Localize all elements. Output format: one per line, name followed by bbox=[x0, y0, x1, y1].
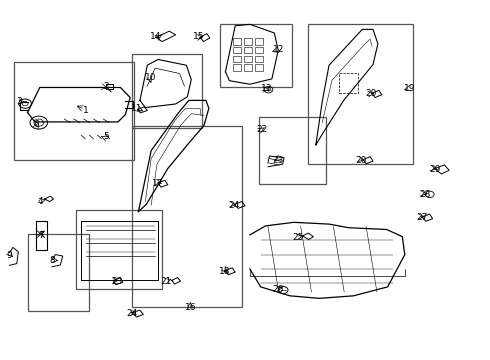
Bar bbox=[255, 64, 263, 71]
Bar bbox=[233, 47, 241, 53]
Text: 12: 12 bbox=[272, 45, 284, 54]
Bar bbox=[76, 211, 162, 289]
Text: 10: 10 bbox=[146, 73, 157, 82]
Text: 23: 23 bbox=[272, 156, 284, 165]
Bar bbox=[244, 39, 252, 45]
Bar bbox=[255, 55, 263, 62]
Text: 8: 8 bbox=[49, 256, 55, 265]
Text: 17: 17 bbox=[152, 179, 164, 188]
Text: 9: 9 bbox=[6, 251, 12, 260]
Text: 18: 18 bbox=[219, 267, 230, 276]
Bar bbox=[14, 62, 134, 160]
Bar bbox=[233, 64, 241, 71]
Text: 23: 23 bbox=[111, 276, 122, 285]
Text: 1: 1 bbox=[83, 105, 89, 114]
Bar bbox=[233, 39, 241, 45]
Text: 7: 7 bbox=[38, 231, 44, 240]
Bar bbox=[244, 55, 252, 62]
Text: 19: 19 bbox=[404, 84, 416, 93]
Text: 28: 28 bbox=[419, 190, 431, 199]
Text: 11: 11 bbox=[131, 104, 142, 113]
Text: 15: 15 bbox=[193, 32, 204, 41]
Bar bbox=[233, 55, 241, 62]
Text: 27: 27 bbox=[416, 213, 428, 222]
Bar bbox=[27, 234, 89, 311]
Text: 14: 14 bbox=[150, 32, 162, 41]
Bar bbox=[259, 117, 326, 184]
Bar bbox=[132, 54, 202, 128]
Text: 24: 24 bbox=[229, 201, 240, 210]
Text: 24: 24 bbox=[126, 309, 137, 318]
Text: 21: 21 bbox=[160, 276, 172, 285]
Text: 26: 26 bbox=[272, 285, 284, 294]
Text: 6: 6 bbox=[33, 120, 39, 129]
Text: 5: 5 bbox=[103, 132, 109, 141]
Bar bbox=[308, 24, 413, 164]
Bar bbox=[255, 47, 263, 53]
Text: 13: 13 bbox=[261, 84, 273, 93]
Text: 22: 22 bbox=[256, 125, 268, 134]
Bar bbox=[220, 24, 292, 87]
Text: 4: 4 bbox=[38, 197, 44, 206]
Text: 25: 25 bbox=[292, 233, 303, 242]
Bar bbox=[339, 73, 358, 93]
Text: 2: 2 bbox=[103, 82, 109, 91]
Bar bbox=[244, 64, 252, 71]
Bar bbox=[255, 39, 263, 45]
Text: 16: 16 bbox=[185, 303, 196, 312]
Text: 20: 20 bbox=[366, 89, 377, 98]
Text: 20: 20 bbox=[356, 156, 367, 165]
Bar bbox=[244, 47, 252, 53]
Text: 3: 3 bbox=[16, 96, 22, 105]
Bar bbox=[132, 126, 242, 307]
Text: 29: 29 bbox=[429, 165, 441, 174]
